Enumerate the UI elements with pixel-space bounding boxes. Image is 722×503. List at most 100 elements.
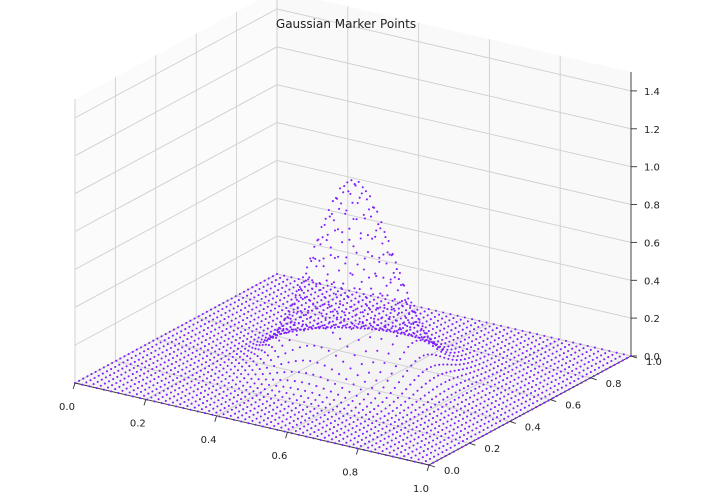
data-point bbox=[391, 455, 394, 458]
data-point bbox=[400, 428, 403, 431]
data-point bbox=[287, 309, 290, 313]
y-tick-label: 0.6 bbox=[565, 401, 581, 412]
data-point bbox=[333, 286, 336, 289]
data-point bbox=[115, 381, 118, 385]
data-point bbox=[444, 321, 447, 324]
data-point bbox=[320, 299, 323, 302]
data-point bbox=[231, 335, 234, 338]
data-point bbox=[185, 321, 188, 324]
data-point bbox=[331, 331, 334, 334]
data-point bbox=[326, 418, 329, 421]
data-point bbox=[187, 398, 190, 401]
data-point bbox=[189, 386, 192, 389]
data-point bbox=[467, 385, 470, 388]
data-point bbox=[200, 341, 203, 344]
data-point bbox=[337, 306, 341, 309]
data-point bbox=[171, 401, 175, 404]
data-point bbox=[310, 260, 313, 263]
data-point bbox=[219, 342, 222, 345]
data-point bbox=[344, 291, 347, 295]
data-point bbox=[507, 326, 510, 329]
data-point bbox=[419, 329, 422, 332]
data-point bbox=[314, 291, 317, 294]
data-point bbox=[395, 406, 398, 410]
data-point bbox=[382, 386, 385, 389]
data-point bbox=[343, 318, 346, 321]
data-point bbox=[203, 323, 206, 326]
data-point bbox=[519, 342, 522, 345]
data-point bbox=[228, 375, 231, 378]
data-point bbox=[136, 386, 139, 390]
data-point bbox=[440, 412, 443, 415]
data-point bbox=[507, 370, 510, 374]
data-point bbox=[335, 436, 338, 439]
data-point bbox=[202, 373, 205, 376]
data-point bbox=[575, 345, 578, 348]
data-point bbox=[333, 326, 336, 329]
data-point bbox=[463, 427, 467, 430]
data-point bbox=[324, 217, 327, 220]
data-point bbox=[494, 422, 498, 425]
data-point bbox=[453, 422, 456, 425]
x-tick-label: 0.2 bbox=[130, 418, 146, 429]
data-point bbox=[369, 324, 373, 327]
data-point bbox=[299, 287, 302, 291]
data-point bbox=[283, 274, 286, 277]
data-point bbox=[614, 357, 617, 360]
data-point bbox=[358, 196, 361, 199]
data-point bbox=[259, 281, 262, 284]
data-point bbox=[381, 401, 384, 404]
data-point bbox=[342, 324, 345, 327]
data-point bbox=[374, 314, 377, 317]
data-point bbox=[365, 198, 368, 201]
data-point bbox=[96, 380, 99, 383]
data-point bbox=[413, 326, 416, 329]
data-point bbox=[323, 414, 326, 417]
data-point bbox=[523, 406, 526, 409]
data-point bbox=[389, 392, 392, 395]
data-point bbox=[257, 348, 260, 351]
data-point bbox=[443, 327, 446, 330]
data-point bbox=[365, 405, 369, 408]
data-point bbox=[241, 345, 244, 348]
data-point bbox=[351, 399, 354, 403]
data-point bbox=[439, 392, 442, 395]
data-point bbox=[536, 399, 539, 403]
data-point bbox=[569, 382, 572, 385]
data-point bbox=[188, 392, 191, 395]
data-point bbox=[551, 397, 554, 400]
data-point bbox=[370, 428, 373, 431]
data-point bbox=[259, 304, 262, 307]
data-point bbox=[245, 342, 248, 346]
data-point bbox=[369, 336, 372, 339]
data-point bbox=[133, 360, 136, 363]
z-tick-label: 1.0 bbox=[644, 163, 660, 174]
data-point bbox=[363, 442, 367, 445]
data-point bbox=[339, 410, 342, 413]
data-point bbox=[139, 346, 143, 349]
data-point bbox=[214, 395, 217, 398]
data-point bbox=[94, 370, 97, 373]
data-point bbox=[252, 360, 255, 363]
data-point bbox=[155, 388, 158, 391]
data-point bbox=[410, 364, 413, 367]
data-point bbox=[258, 287, 261, 291]
data-point bbox=[365, 304, 369, 307]
data-point bbox=[395, 453, 399, 456]
data-point bbox=[416, 330, 419, 333]
data-point bbox=[446, 396, 449, 399]
data-point bbox=[459, 318, 462, 321]
data-point bbox=[570, 376, 573, 379]
data-point bbox=[471, 318, 474, 321]
data-point bbox=[260, 383, 263, 386]
data-point bbox=[236, 394, 240, 397]
data-point bbox=[510, 352, 513, 355]
data-point bbox=[437, 453, 440, 456]
data-point bbox=[258, 368, 261, 371]
data-point bbox=[448, 430, 451, 433]
data-point bbox=[582, 347, 585, 350]
data-point bbox=[321, 426, 324, 429]
data-point bbox=[217, 332, 220, 335]
data-point bbox=[275, 272, 279, 276]
data-point bbox=[427, 340, 430, 343]
